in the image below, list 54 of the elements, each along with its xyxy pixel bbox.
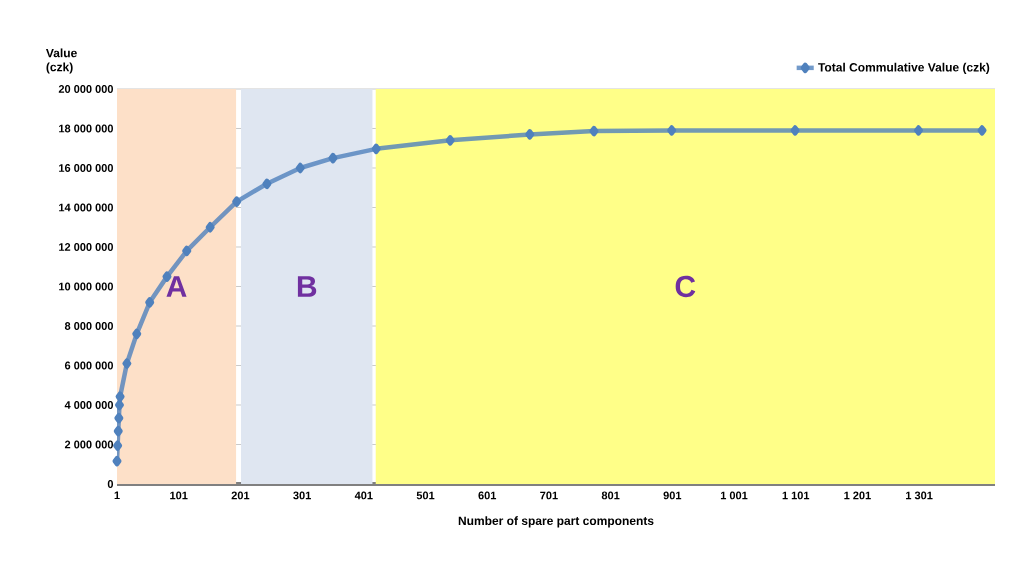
x-tick-label: 501 [416,491,435,500]
band-label: C [675,275,696,298]
x-tick-label: 1 301 [906,491,933,500]
point [667,125,677,136]
point [232,196,242,207]
point [115,391,125,402]
point [145,297,155,308]
y-tick-label: 18 000 000 [59,124,113,133]
x-tick-label: 1 [114,491,120,500]
point [977,125,987,136]
x-tick-label: 901 [663,491,682,500]
point [525,129,535,140]
y-axis-title: Value (czk) [45,48,77,74]
y-tick-label: 2 000 000 [64,440,113,449]
band-label: B [297,276,317,297]
point [589,125,599,137]
point [112,455,122,467]
y-tick-label: 0 [107,480,114,488]
point [122,358,132,369]
x-tick-label: 701 [540,491,558,500]
y-tick-label: 4 000 000 [64,401,113,409]
point [445,135,455,146]
point [114,399,124,411]
y-tick-label: 6 000 000 [64,361,113,370]
point [113,425,123,437]
x-tick-label: 1 201 [844,491,871,500]
point [132,328,142,340]
band-label: A [166,276,187,297]
x-tick-label: 1 101 [782,491,810,500]
x-tick-label: 101 [170,491,188,500]
x-tick-label: 1 001 [720,491,748,500]
point [113,440,123,451]
point [328,152,338,164]
x-tick-label: 601 [478,491,497,500]
point [114,412,124,424]
y-tick-label: 8 000 000 [64,322,113,330]
y-tick-label: 12 000 000 [59,243,113,251]
x-tick-label: 201 [231,491,250,500]
x-tick-label: 301 [293,491,311,500]
y-tick-label: 10 000 000 [59,282,113,291]
x-tick-label: 801 [601,491,620,500]
y-tick-label: 14 000 000 [59,203,113,212]
point [371,143,381,155]
point [205,222,215,233]
point [790,125,800,136]
x-tick-label: 401 [354,491,373,500]
point [262,178,272,190]
point [182,245,192,257]
y-tick-label: 16 000 000 [59,164,113,172]
y-tick-label: 20 000 000 [58,85,113,93]
x-axis-title: Number of spare part components [458,516,654,528]
legend-label: Total Commulative Value (czk) [818,62,990,74]
point [914,125,923,136]
point [295,162,305,174]
